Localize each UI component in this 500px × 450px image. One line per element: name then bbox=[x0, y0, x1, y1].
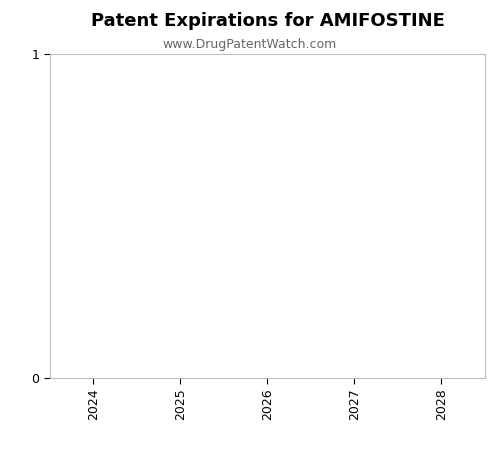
Text: www.DrugPatentWatch.com: www.DrugPatentWatch.com bbox=[163, 38, 337, 51]
Title: Patent Expirations for AMIFOSTINE: Patent Expirations for AMIFOSTINE bbox=[90, 12, 444, 30]
